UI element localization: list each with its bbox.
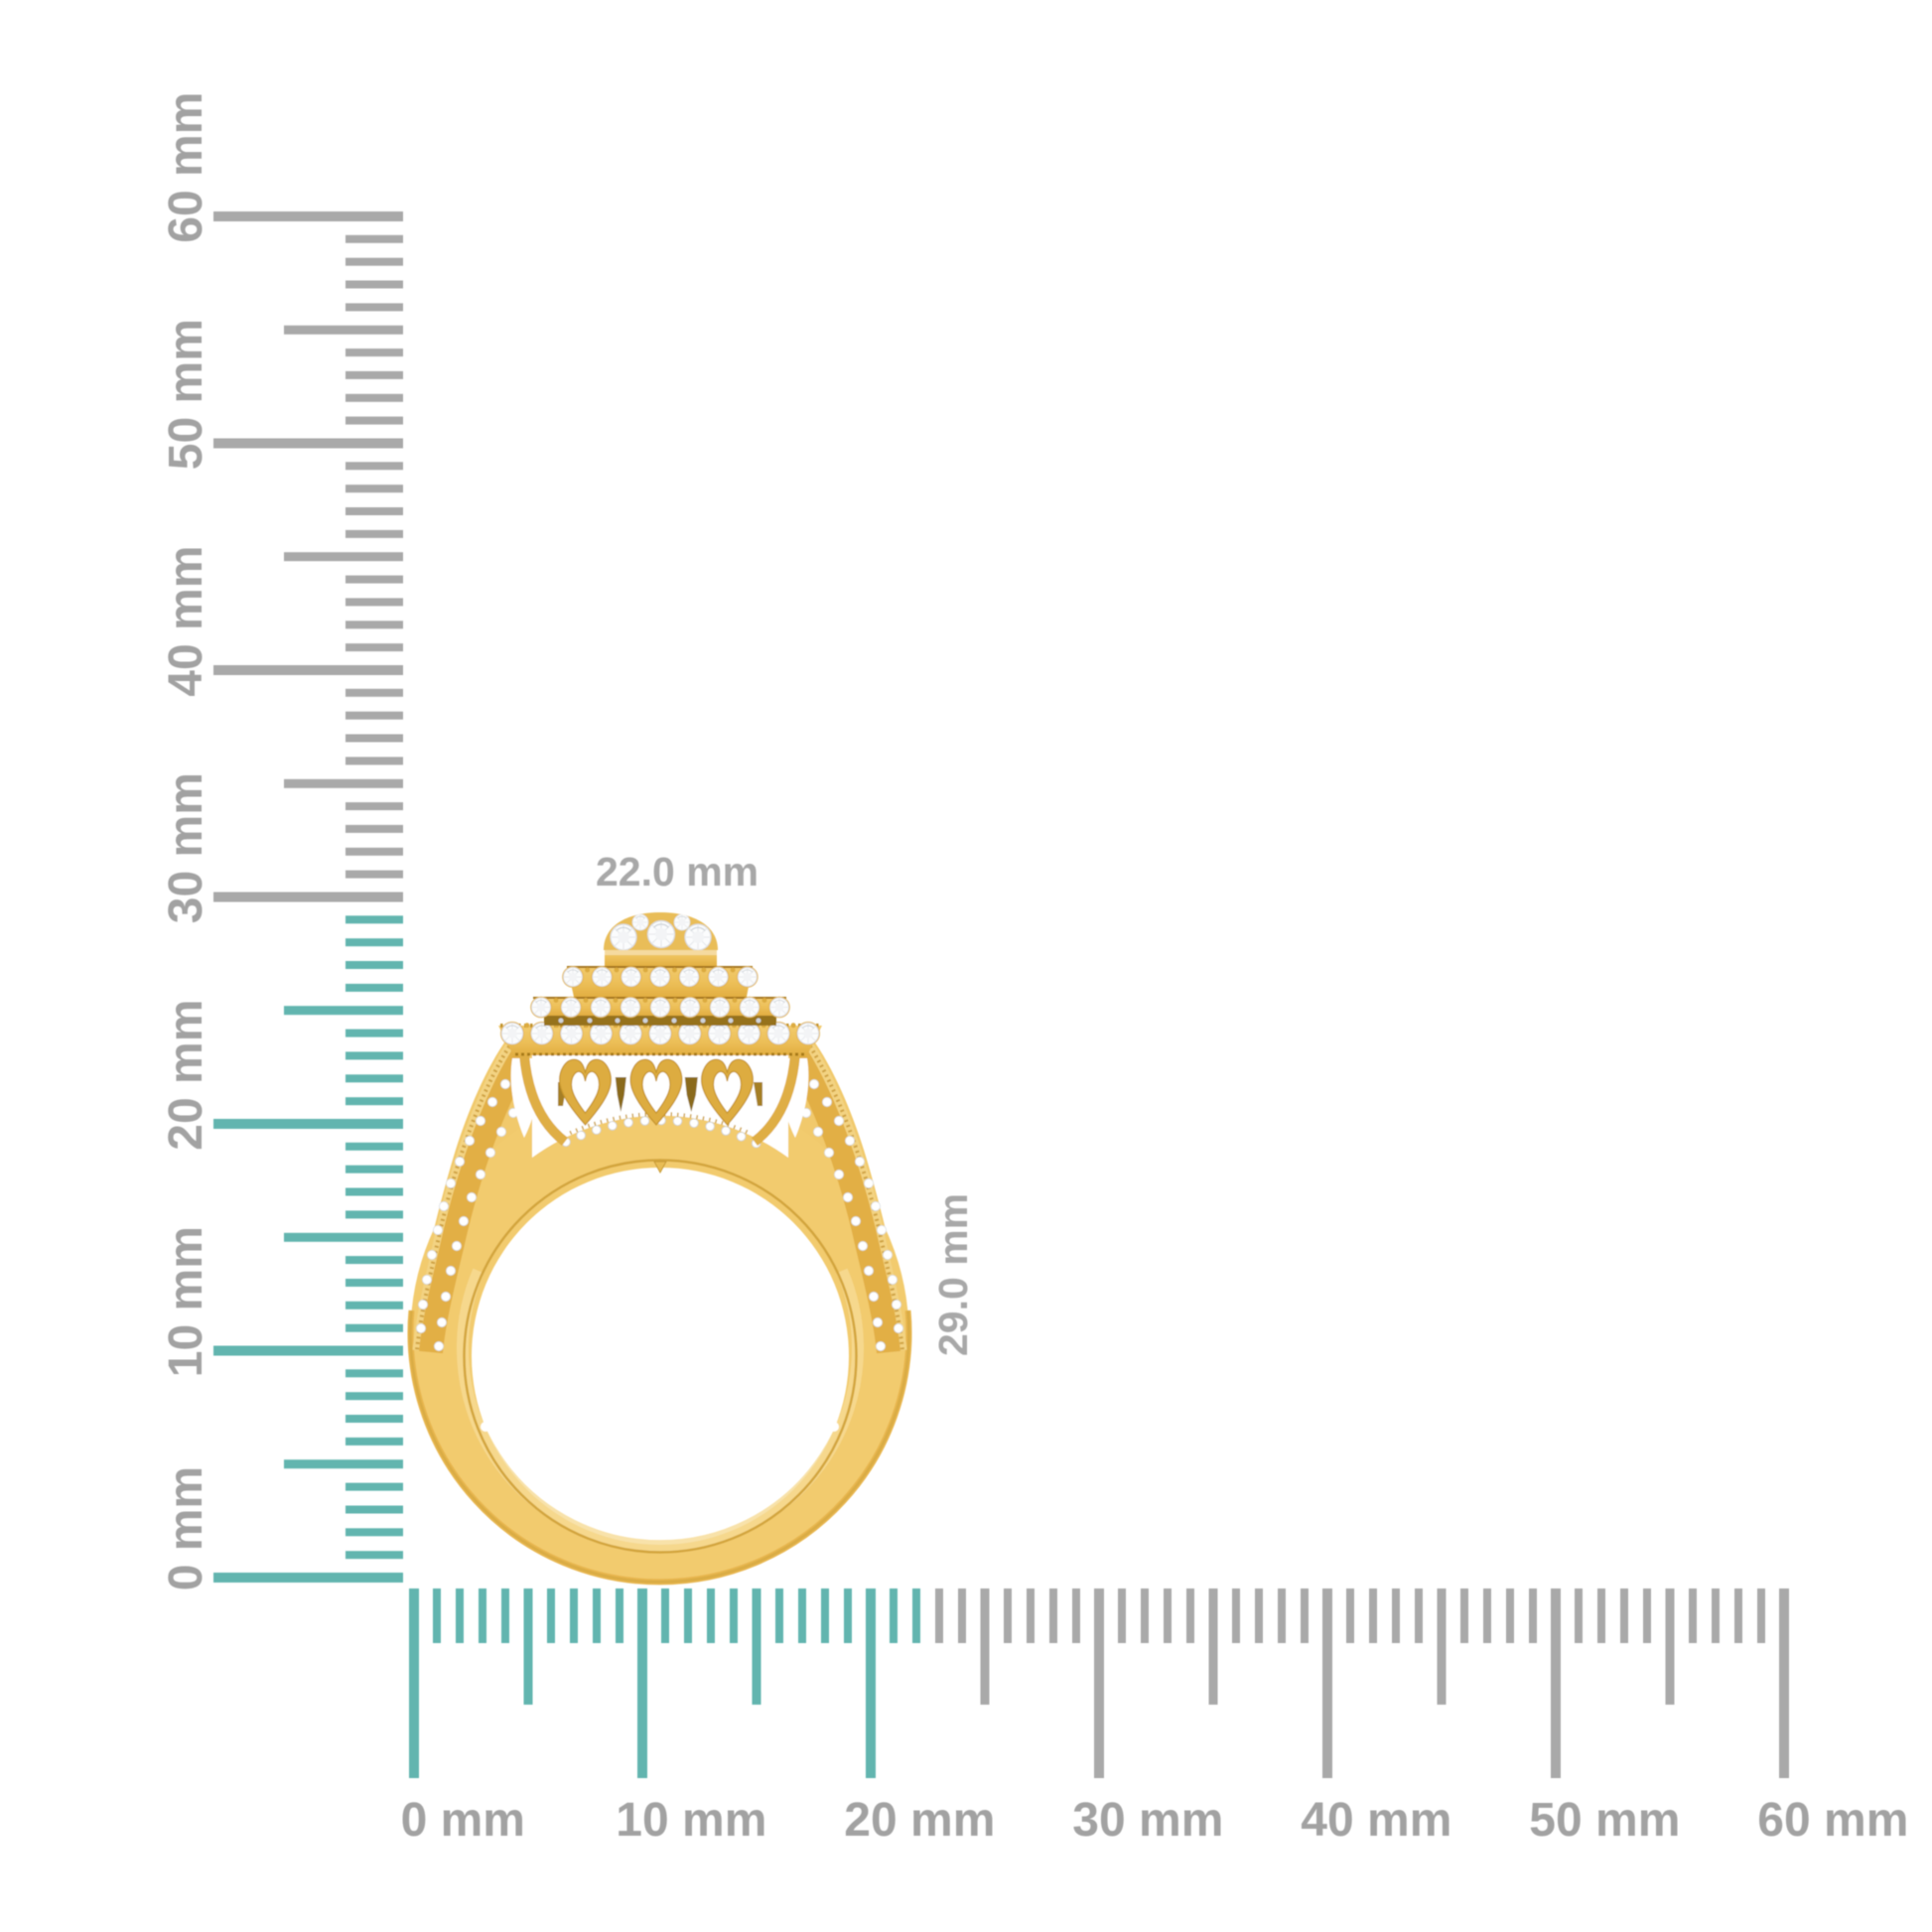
svg-text:40 mm: 40 mm bbox=[1301, 1794, 1451, 1847]
svg-text:20 mm: 20 mm bbox=[844, 1794, 995, 1847]
svg-text:10 mm: 10 mm bbox=[160, 1226, 212, 1377]
svg-text:60 mm: 60 mm bbox=[1757, 1794, 1908, 1847]
svg-text:20 mm: 20 mm bbox=[160, 1000, 212, 1151]
svg-text:60 mm: 60 mm bbox=[160, 92, 212, 243]
svg-text:50 mm: 50 mm bbox=[1529, 1794, 1680, 1847]
svg-text:10 mm: 10 mm bbox=[616, 1794, 766, 1847]
svg-text:29.0 mm: 29.0 mm bbox=[930, 1193, 976, 1356]
svg-text:40 mm: 40 mm bbox=[160, 546, 212, 697]
svg-text:0 mm: 0 mm bbox=[401, 1794, 525, 1847]
svg-text:30 mm: 30 mm bbox=[1072, 1794, 1223, 1847]
svg-text:50 mm: 50 mm bbox=[160, 319, 212, 470]
svg-text:0 mm: 0 mm bbox=[160, 1466, 212, 1590]
svg-text:22.0 mm: 22.0 mm bbox=[596, 849, 759, 895]
svg-text:30 mm: 30 mm bbox=[160, 772, 212, 923]
